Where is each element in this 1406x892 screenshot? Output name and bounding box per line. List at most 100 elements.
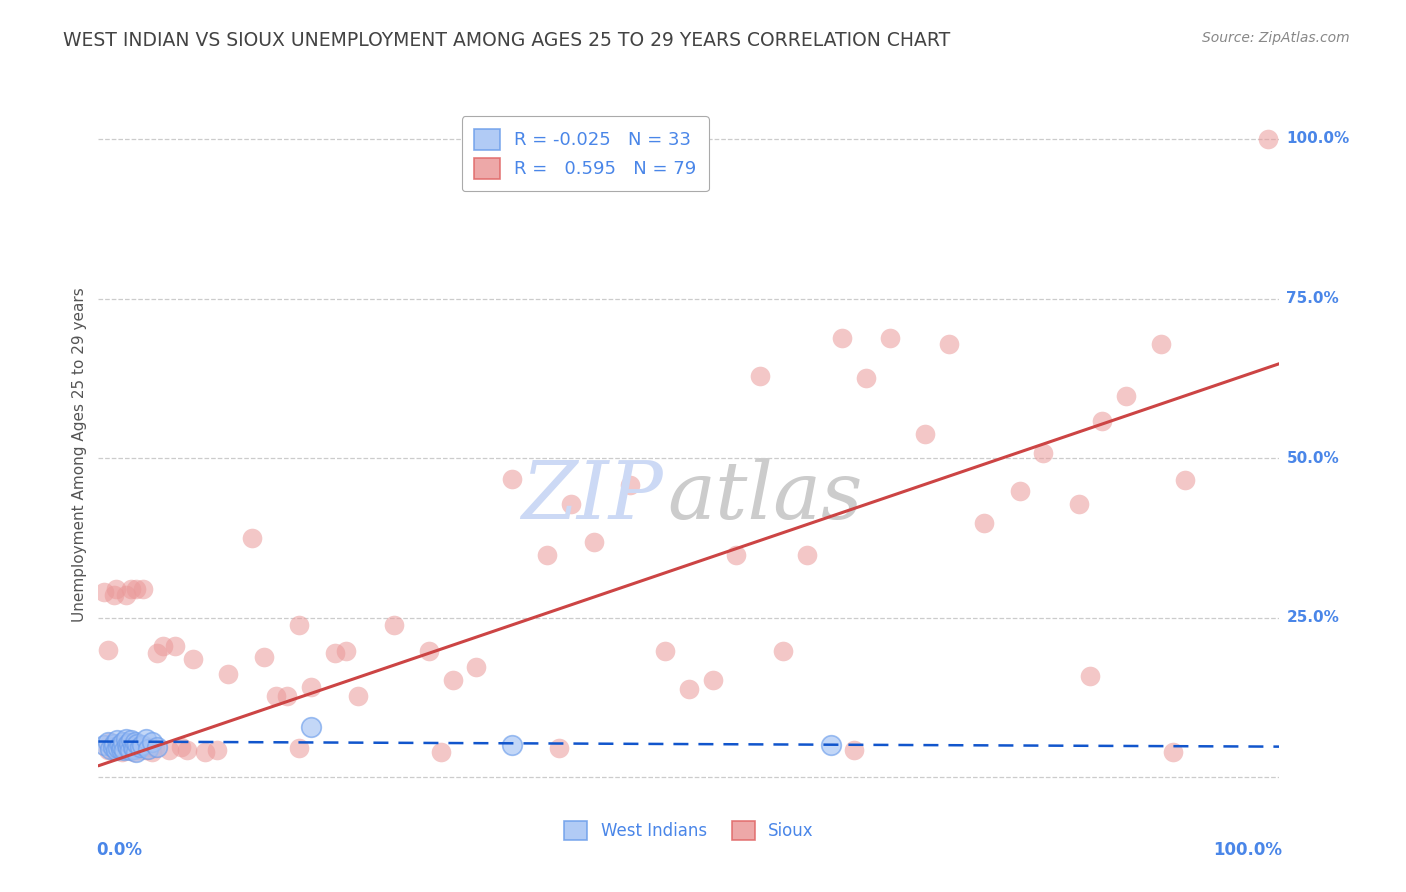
Point	[335, 644, 357, 658]
Y-axis label: Unemployment Among Ages 25 to 29 years: Unemployment Among Ages 25 to 29 years	[72, 287, 87, 623]
Point	[536, 548, 558, 562]
Point	[217, 666, 239, 681]
Point	[855, 371, 877, 385]
Point	[725, 548, 748, 562]
Point	[131, 739, 153, 753]
Point	[136, 742, 159, 756]
Point	[135, 743, 157, 757]
Point	[146, 739, 169, 754]
Point	[170, 739, 193, 754]
Point	[138, 739, 160, 754]
Point	[1115, 388, 1137, 402]
Point	[105, 582, 128, 596]
Point	[110, 742, 132, 756]
Text: ZIP: ZIP	[522, 458, 664, 535]
Point	[914, 426, 936, 441]
Point	[115, 739, 138, 753]
Point	[117, 743, 139, 757]
Point	[152, 640, 174, 654]
Point	[120, 740, 142, 755]
Point	[128, 739, 150, 754]
Point	[121, 582, 143, 596]
Point	[205, 743, 228, 757]
Point	[441, 673, 464, 688]
Point	[678, 682, 700, 697]
Point	[103, 588, 125, 602]
Point	[702, 673, 724, 688]
Point	[176, 743, 198, 757]
Point	[101, 739, 124, 754]
Point	[299, 721, 322, 735]
Text: 100.0%: 100.0%	[1286, 131, 1350, 146]
Point	[501, 471, 523, 485]
Point	[560, 497, 582, 511]
Point	[122, 745, 145, 759]
Point	[796, 548, 818, 562]
Point	[118, 736, 141, 750]
Text: 50.0%: 50.0%	[1286, 450, 1339, 466]
Point	[253, 650, 276, 665]
Point	[654, 644, 676, 658]
Point	[105, 739, 128, 754]
Point	[772, 644, 794, 658]
Point	[112, 743, 135, 757]
Point	[97, 642, 120, 657]
Point	[973, 516, 995, 531]
Point	[98, 741, 121, 756]
Point	[748, 369, 770, 384]
Point	[114, 588, 136, 602]
Point	[1174, 474, 1197, 488]
Point	[128, 743, 150, 757]
Text: atlas: atlas	[668, 458, 863, 535]
Point	[127, 737, 149, 751]
Point	[103, 737, 125, 751]
Point	[108, 739, 131, 753]
Point	[1008, 484, 1031, 499]
Point	[418, 644, 440, 658]
Point	[135, 731, 157, 746]
Text: 25.0%: 25.0%	[1286, 610, 1340, 625]
Point	[107, 740, 129, 755]
Point	[117, 740, 139, 755]
Point	[143, 740, 166, 755]
Text: 75.0%: 75.0%	[1286, 291, 1339, 306]
Point	[430, 745, 453, 759]
Text: WEST INDIAN VS SIOUX UNEMPLOYMENT AMONG AGES 25 TO 29 YEARS CORRELATION CHART: WEST INDIAN VS SIOUX UNEMPLOYMENT AMONG …	[63, 31, 950, 50]
Point	[141, 734, 163, 748]
Point	[93, 585, 115, 599]
Point	[165, 640, 187, 654]
Point	[1161, 745, 1184, 759]
Point	[501, 739, 523, 753]
Point	[1257, 132, 1279, 146]
Point	[323, 646, 346, 660]
Point	[382, 618, 405, 632]
Point	[157, 743, 180, 757]
Point	[111, 745, 134, 759]
Point	[93, 739, 115, 753]
Point	[938, 337, 960, 351]
Point	[879, 331, 901, 345]
Point	[276, 689, 298, 703]
Point	[181, 652, 204, 666]
Point	[583, 535, 606, 549]
Point	[105, 733, 128, 747]
Point	[121, 739, 143, 754]
Point	[101, 743, 124, 757]
Point	[194, 745, 217, 759]
Point	[121, 733, 143, 747]
Point	[240, 531, 263, 545]
Point	[112, 743, 135, 757]
Point	[1067, 497, 1090, 511]
Point	[264, 689, 287, 703]
Text: 100.0%: 100.0%	[1213, 841, 1282, 859]
Point	[108, 740, 131, 755]
Point	[141, 745, 163, 759]
Point	[97, 735, 120, 749]
Point	[120, 743, 142, 757]
Point	[347, 689, 370, 703]
Point	[122, 742, 145, 756]
Point	[465, 660, 488, 674]
Point	[288, 740, 311, 755]
Legend: West Indians, Sioux: West Indians, Sioux	[557, 814, 821, 847]
Point	[619, 478, 641, 492]
